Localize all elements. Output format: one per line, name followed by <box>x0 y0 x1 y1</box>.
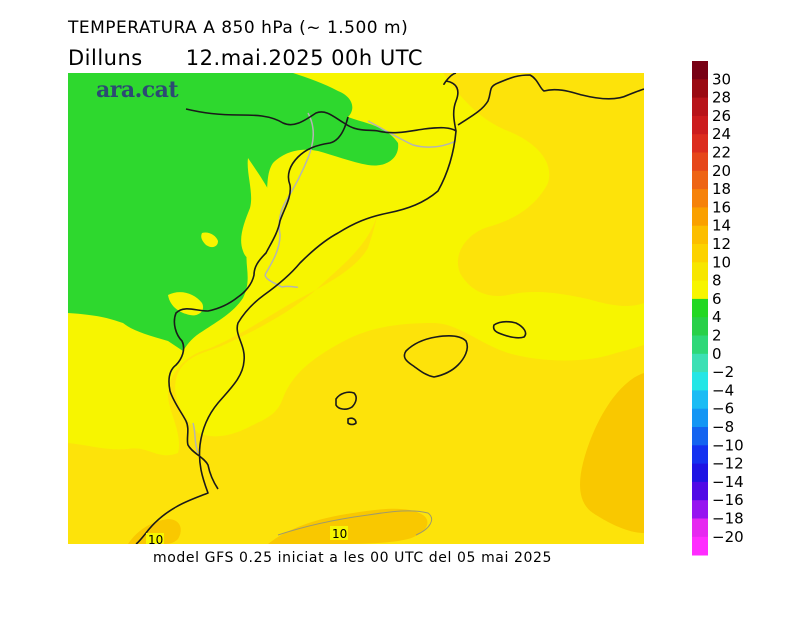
legend-swatch <box>692 500 708 519</box>
island-ibiza <box>335 391 357 410</box>
legend-label: 28 <box>712 89 731 107</box>
legend-swatch <box>692 152 708 172</box>
legend-label: −12 <box>712 455 744 473</box>
forecast-day: Dilluns <box>68 46 143 70</box>
temperature-map: 10 10 ara.cat <box>68 73 644 544</box>
zone-yellow-orange <box>68 73 644 544</box>
legend-label: 14 <box>712 217 731 235</box>
legend-label: −16 <box>712 491 744 509</box>
legend-label: 0 <box>712 345 722 363</box>
island-formentera <box>347 417 357 426</box>
legend-label: 8 <box>712 272 722 290</box>
island-mallorca <box>403 335 469 378</box>
model-caption: model GFS 0.25 iniciat a les 00 UTC del … <box>153 550 553 566</box>
legend-swatch <box>692 97 708 117</box>
legend-label: −18 <box>712 510 744 528</box>
zone-orange-east <box>580 373 644 533</box>
legend-swatch <box>692 262 708 281</box>
contour-10-south <box>277 510 432 536</box>
legend-swatch <box>692 335 708 355</box>
legend-swatch <box>692 79 708 98</box>
svg-text:10: 10 <box>148 533 163 544</box>
legend-swatch <box>692 536 708 556</box>
legend-swatch <box>692 225 708 245</box>
legend-label: −4 <box>712 381 734 399</box>
legend-swatch <box>692 481 708 501</box>
legend-label: 22 <box>712 144 731 162</box>
legend-swatch <box>692 134 708 153</box>
legend-label: 4 <box>712 308 722 326</box>
border-lines <box>192 112 457 454</box>
legend-swatch <box>692 298 708 318</box>
forecast-datetime: 12.mai.2025 00h UTC <box>185 46 423 70</box>
legend-label: 12 <box>712 235 731 253</box>
legend-label: −10 <box>712 436 744 454</box>
legend-label: 18 <box>712 180 731 198</box>
legend-label: −6 <box>712 400 734 418</box>
map-canvas: 10 10 <box>68 73 644 544</box>
legend-swatch <box>692 463 708 483</box>
legend-swatch <box>692 115 708 135</box>
legend-swatch <box>692 244 708 263</box>
legend-label: −8 <box>712 418 734 436</box>
legend-swatch <box>692 170 708 190</box>
contour-label-2: 10 <box>146 533 164 544</box>
legend-swatch <box>692 408 708 428</box>
legend-swatch <box>692 372 708 391</box>
legend-swatch <box>692 280 708 300</box>
contour-label-1: 10 <box>330 526 348 541</box>
legend-swatch <box>692 61 708 80</box>
color-legend: 30 28 26 24 22 20 18 16 14 12 10 8 6 4 2 0 −2 −4 −6 −8 −10 −1… <box>692 61 792 561</box>
legend-swatch <box>692 189 708 208</box>
legend-swatch <box>692 207 708 227</box>
coastline <box>135 73 644 544</box>
brand-logo[interactable]: ara.cat <box>96 77 179 103</box>
zone-yellow-pocket-3 <box>201 232 218 248</box>
legend-label: 10 <box>712 253 731 271</box>
svg-text:10: 10 <box>332 527 347 541</box>
zone-green <box>68 73 399 351</box>
legend-label: 30 <box>712 70 731 88</box>
legend-label: 26 <box>712 107 731 125</box>
legend-label: 20 <box>712 162 731 180</box>
zone-yellow-pocket-1 <box>241 158 279 260</box>
legend-swatch <box>692 317 708 336</box>
legend-swatch <box>692 390 708 410</box>
legend-swatch <box>692 445 708 464</box>
map-title: TEMPERATURA A 850 hPa (~ 1.500 m) <box>68 18 409 38</box>
legend-swatch <box>692 427 708 446</box>
legend-canvas: 302826242220181614121086420−2−4−6−8−10−1… <box>692 61 744 556</box>
legend-label: 24 <box>712 125 731 143</box>
legend-swatch <box>692 353 708 373</box>
legend-label: −2 <box>712 363 734 381</box>
map-subtitle: Dilluns 12.mai.2025 00h UTC <box>68 46 423 70</box>
legend-label: 2 <box>712 327 722 345</box>
legend-swatch <box>692 518 708 538</box>
legend-label: −20 <box>712 528 744 546</box>
island-menorca <box>492 320 527 339</box>
legend-label: −14 <box>712 473 744 491</box>
legend-label: 6 <box>712 290 722 308</box>
legend-label: 16 <box>712 198 731 216</box>
